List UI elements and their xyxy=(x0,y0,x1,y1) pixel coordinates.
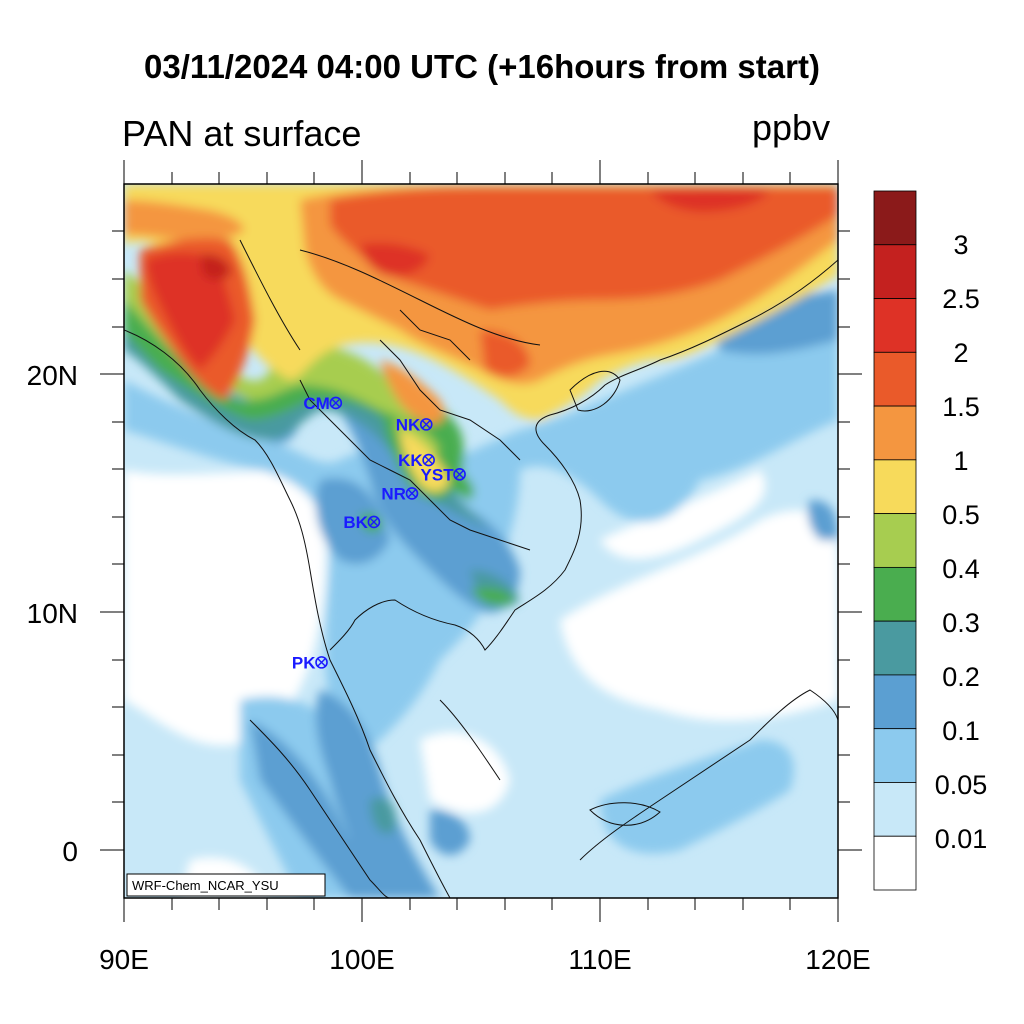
x-tick-label-100e: 100E xyxy=(329,944,395,975)
station-marker-icon xyxy=(405,487,419,500)
colorbar-swatch xyxy=(873,513,917,568)
model-credit-text: WRF-Chem_NCAR_YSU xyxy=(132,878,279,893)
station-cross-icon xyxy=(424,455,434,465)
x-tick-label-120e: 120E xyxy=(805,944,871,975)
colorbar-swatch xyxy=(873,190,917,246)
colorbar-label-3: 3 xyxy=(953,230,969,260)
colorbar-swatch xyxy=(873,244,917,299)
station-pk: PK xyxy=(292,653,328,672)
colorbar-swatch xyxy=(873,298,917,353)
colorbar-label-0-3: 0.3 xyxy=(942,608,980,638)
colorbar-label-1-5: 1.5 xyxy=(942,392,980,422)
colorbar xyxy=(873,190,917,891)
station-nk: NK xyxy=(396,415,433,434)
colorbar-swatch xyxy=(873,459,917,515)
colorbar-swatch xyxy=(873,351,917,407)
station-cross-icon xyxy=(407,489,417,498)
station-kk: KK xyxy=(398,451,435,470)
colorbar-label-2-5: 2.5 xyxy=(942,284,980,314)
colorbar-label-0-1: 0.1 xyxy=(942,716,980,746)
station-marker-icon xyxy=(329,396,343,410)
colorbar-label-1: 1 xyxy=(953,446,969,476)
station-label: NK xyxy=(396,415,421,434)
concentration-field xyxy=(124,184,838,898)
colorbar-swatch xyxy=(873,620,917,676)
coastlines xyxy=(124,239,838,898)
station-marker-icon xyxy=(367,515,381,529)
map-title: 03/11/2024 04:00 UTC (+16hours from star… xyxy=(144,48,820,85)
colorbar-swatch xyxy=(873,674,917,730)
station-yst: YST xyxy=(421,465,466,484)
station-marker-icon xyxy=(315,656,328,669)
colorbar-label-0-5: 0.5 xyxy=(942,500,980,530)
station-label: KK xyxy=(398,451,423,470)
variable-label: PAN at surface xyxy=(122,113,362,154)
y-tick-label-0: 0 xyxy=(62,836,78,867)
station-label: YST xyxy=(421,465,455,484)
station-label: CM xyxy=(303,394,329,413)
station-label: NR xyxy=(381,484,406,503)
station-cross-icon xyxy=(331,398,341,408)
x-tick-label-90e: 90E xyxy=(99,944,149,975)
station-cm: CM xyxy=(303,394,343,413)
colorbar-swatch xyxy=(873,835,917,891)
colorbar-label-0-4: 0.4 xyxy=(942,554,980,584)
units-label: ppbv xyxy=(752,107,831,148)
colorbar-swatch xyxy=(873,728,917,783)
station-marker-icon xyxy=(419,418,433,431)
station-cross-icon xyxy=(421,419,431,429)
map-frame xyxy=(123,183,839,899)
station-cross-icon xyxy=(369,517,379,527)
colorbar-label-0-05: 0.05 xyxy=(934,770,988,800)
station-bk: BK xyxy=(343,513,381,532)
station-label: PK xyxy=(292,653,316,672)
colorbar-label-0-2: 0.2 xyxy=(942,662,980,692)
tick-marks xyxy=(100,160,862,922)
x-tick-label-110e: 110E xyxy=(568,944,632,975)
colorbar-label-2: 2 xyxy=(953,338,969,368)
colorbar-swatch xyxy=(873,782,917,837)
colorbar-label-0-01: 0.01 xyxy=(934,824,988,854)
station-cross-icon xyxy=(455,469,464,479)
station-nr: NR xyxy=(381,484,419,503)
y-tick-label-20n: 20N xyxy=(26,360,78,391)
model-credit: WRF-Chem_NCAR_YSU xyxy=(126,873,326,897)
station-label: BK xyxy=(343,513,368,532)
colorbar-swatch xyxy=(873,566,917,622)
y-tick-label-10n: 10N xyxy=(26,598,78,629)
station-marker-icon xyxy=(453,468,466,481)
colorbar-swatch xyxy=(873,405,917,461)
station-cross-icon xyxy=(317,657,326,667)
station-marker-icon xyxy=(422,453,435,467)
